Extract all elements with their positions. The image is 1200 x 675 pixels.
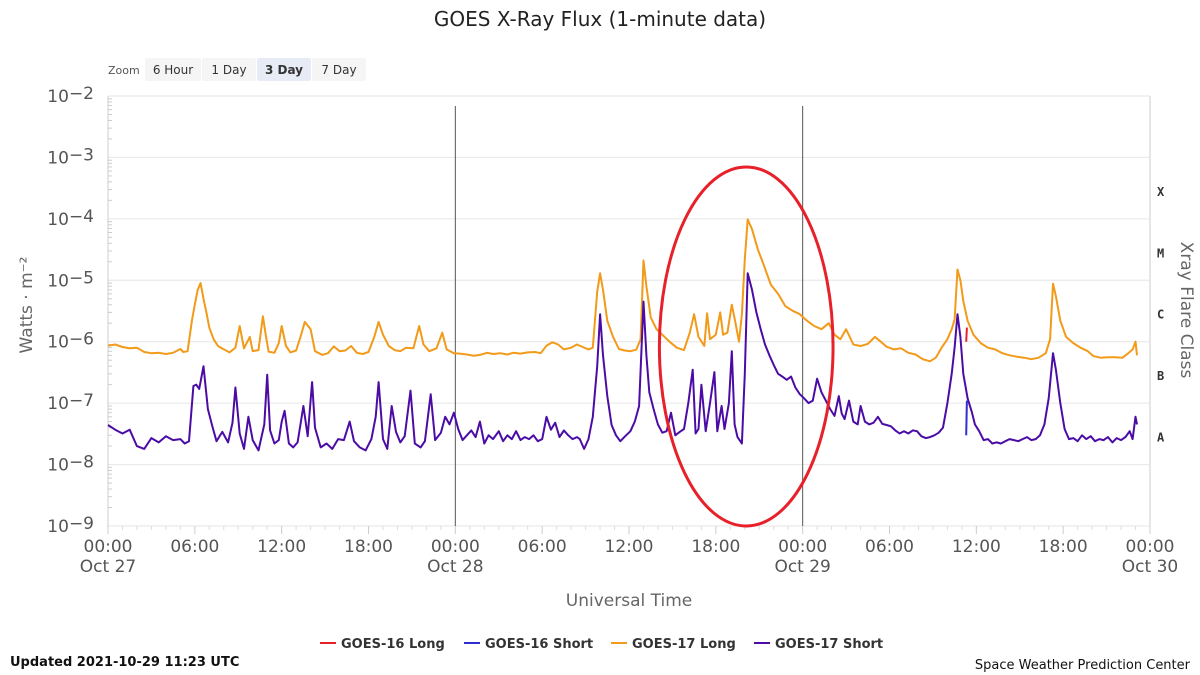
x-tick-time: 18:00 <box>1039 537 1088 557</box>
y-tick-exponent: −4 <box>69 207 94 227</box>
x-tick-date: Oct 30 <box>1122 557 1178 577</box>
x-tick-time: 12:00 <box>605 537 654 557</box>
x-tick-time: 06:00 <box>518 537 567 557</box>
y-tick-label: 10−5 <box>47 268 94 291</box>
y-tick-label: 10−8 <box>47 453 94 476</box>
zoom-button-label: 6 Hour <box>153 63 193 77</box>
x-tick-date: Oct 29 <box>774 557 830 577</box>
x-tick-time: 00:00 <box>431 537 480 557</box>
y-tick-base: 10 <box>47 148 69 168</box>
flare-class-m: M <box>1157 246 1164 260</box>
x-tick-date: Oct 28 <box>427 557 483 577</box>
x-tick-time: 12:00 <box>257 537 306 557</box>
y-tick-label: 10−2 <box>47 84 94 107</box>
y-tick-exponent: −3 <box>69 145 94 165</box>
zoom-button-label: 3 Day <box>265 63 303 77</box>
y-tick-base: 10 <box>47 517 69 537</box>
y-axis: 10−210−310−410−510−610−710−810−9 <box>47 84 112 537</box>
zoom-button-1-day[interactable]: 1 Day <box>202 58 256 81</box>
y-axis-title: Watts · m⁻² <box>17 257 37 354</box>
legend-item-goes-16-short[interactable]: GOES-16 Short <box>464 637 593 652</box>
plot-area <box>108 96 1151 527</box>
legend-label: GOES-16 Long <box>341 637 445 652</box>
y-tick-base: 10 <box>47 456 69 476</box>
x-tick-time: 18:00 <box>344 537 393 557</box>
x-tick-time: 00:00 <box>84 537 133 557</box>
x-tick-time: 06:00 <box>170 537 219 557</box>
x-tick-date: Oct 27 <box>80 557 136 577</box>
legend-label: GOES-17 Long <box>632 637 736 652</box>
series-layer <box>107 218 1138 452</box>
zoom-label: Zoom <box>108 64 140 77</box>
chart-title: GOES X-Ray Flux (1-minute data) <box>434 7 766 31</box>
legend: GOES-16 Long GOES-16 Short GOES-17 Long GOE… <box>320 637 883 652</box>
y-tick-exponent: −9 <box>69 514 94 534</box>
series-goes-16-long <box>965 327 968 342</box>
flare-class-a: A <box>1157 431 1165 445</box>
y-tick-label: 10−3 <box>47 145 94 168</box>
y-tick-exponent: −8 <box>69 453 94 473</box>
flare-class-b: B <box>1157 369 1164 383</box>
y-tick-exponent: −7 <box>69 391 94 411</box>
y-tick-label: 10−6 <box>47 330 94 353</box>
y-tick-label: 10−7 <box>47 391 94 414</box>
y-tick-base: 10 <box>47 87 69 107</box>
series-goes-16-short <box>965 400 968 436</box>
series-goes-17-long <box>107 218 1138 363</box>
zoom-button-bg <box>312 58 366 81</box>
y-tick-base: 10 <box>47 333 69 353</box>
x-tick-time: 00:00 <box>778 537 827 557</box>
credit-text: Space Weather Prediction Center <box>975 658 1191 673</box>
x-tick-time: 06:00 <box>865 537 914 557</box>
plot-background <box>108 96 1150 526</box>
updated-timestamp: Updated 2021-10-29 11:23 UTC <box>10 655 239 670</box>
zoom-button-bg <box>257 58 311 81</box>
x-axis-title: Universal Time <box>566 591 692 611</box>
x-tick-time: 18:00 <box>691 537 740 557</box>
y-tick-label: 10−4 <box>47 207 94 230</box>
flare-class-axis: X M C B A <box>1157 185 1165 445</box>
zoom-bar: Zoom 6 Hour 1 Day 3 Day 7 Day <box>108 58 366 81</box>
zoom-button-3-day[interactable]: 3 Day <box>257 58 311 81</box>
y-tick-label: 10−9 <box>47 514 94 537</box>
legend-item-goes-16-long[interactable]: GOES-16 Long <box>320 637 445 652</box>
y-tick-exponent: −6 <box>69 330 94 350</box>
legend-item-goes-17-long[interactable]: GOES-17 Long <box>611 637 736 652</box>
y-tick-base: 10 <box>47 271 69 291</box>
legend-label: GOES-17 Short <box>775 637 883 652</box>
y-tick-base: 10 <box>47 210 69 230</box>
flare-class-c: C <box>1157 308 1164 322</box>
x-tick-time: 12:00 <box>952 537 1001 557</box>
y-tick-exponent: −2 <box>69 84 94 104</box>
series-goes-17-short <box>107 272 1138 452</box>
y-tick-exponent: −5 <box>69 268 94 288</box>
zoom-button-label: 7 Day <box>321 63 356 77</box>
flare-class-x: X <box>1157 185 1165 199</box>
highlight-ellipse <box>657 165 835 528</box>
legend-item-goes-17-short[interactable]: GOES-17 Short <box>754 637 883 652</box>
legend-label: GOES-16 Short <box>485 637 593 652</box>
zoom-button-bg <box>202 58 256 81</box>
y-tick-base: 10 <box>47 394 69 414</box>
zoom-button-7-day[interactable]: 7 Day <box>312 58 366 81</box>
zoom-button-6-hour[interactable]: 6 Hour <box>145 58 201 81</box>
zoom-button-bg <box>145 58 201 81</box>
annotation-layer <box>657 165 835 528</box>
x-tick-time: 00:00 <box>1126 537 1175 557</box>
flare-class-axis-title: Xray Flare Class <box>1176 242 1196 379</box>
zoom-button-label: 1 Day <box>211 63 246 77</box>
